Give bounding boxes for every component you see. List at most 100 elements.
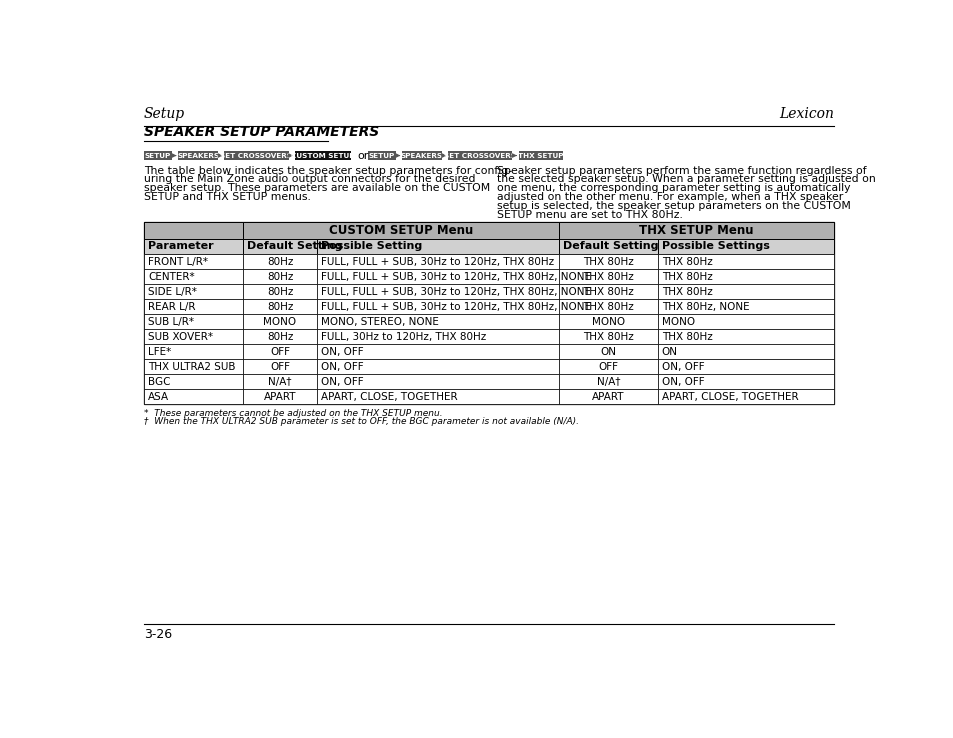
Text: THX 80Hz: THX 80Hz: [582, 331, 634, 342]
Bar: [316, 374, 558, 389]
Text: CUSTOM SETUP: CUSTOM SETUP: [291, 153, 355, 159]
Bar: [243, 254, 316, 269]
Text: THX 80Hz: THX 80Hz: [661, 257, 712, 266]
Text: Possible Setting: Possible Setting: [320, 241, 421, 252]
Text: OFF: OFF: [270, 362, 290, 372]
Text: THX 80Hz: THX 80Hz: [661, 272, 712, 282]
Text: SPEAKER SETUP PARAMETERS: SPEAKER SETUP PARAMETERS: [144, 125, 379, 139]
Bar: [558, 389, 658, 404]
Bar: [224, 151, 288, 160]
Text: THX ULTRA2 SUB: THX ULTRA2 SUB: [148, 362, 235, 372]
Text: CUSTOM SETUP Menu: CUSTOM SETUP Menu: [329, 224, 473, 237]
Bar: [558, 359, 658, 374]
Text: N/A†: N/A†: [597, 376, 619, 387]
Bar: [448, 151, 512, 160]
Bar: [558, 329, 658, 344]
Text: THX SETUP: THX SETUP: [517, 153, 562, 159]
Bar: [144, 254, 243, 269]
Bar: [658, 359, 833, 374]
Text: 80Hz: 80Hz: [267, 257, 293, 266]
Text: one menu, the corresponding parameter setting is automatically: one menu, the corresponding parameter se…: [497, 183, 850, 193]
Bar: [658, 269, 833, 284]
Text: FRONT L/R*: FRONT L/R*: [148, 257, 208, 266]
Text: THX 80Hz: THX 80Hz: [661, 286, 712, 297]
Text: FULL, FULL + SUB, 30Hz to 120Hz, THX 80Hz, NONE: FULL, FULL + SUB, 30Hz to 120Hz, THX 80H…: [320, 286, 590, 297]
Bar: [368, 151, 395, 160]
Bar: [144, 222, 833, 404]
Bar: [243, 389, 316, 404]
Bar: [658, 299, 833, 314]
Text: the selected speaker setup. When a parameter setting is adjusted on: the selected speaker setup. When a param…: [497, 174, 875, 184]
Bar: [658, 238, 833, 254]
Bar: [558, 299, 658, 314]
Text: or: or: [356, 151, 368, 161]
Text: The table below indicates the speaker setup parameters for config-: The table below indicates the speaker se…: [144, 165, 512, 176]
Text: †  When the THX ULTRA2 SUB parameter is set to OFF, the BGC parameter is not ava: † When the THX ULTRA2 SUB parameter is s…: [144, 418, 578, 427]
Bar: [294, 151, 351, 160]
Bar: [243, 374, 316, 389]
Text: uring the Main Zone audio output connectors for the desired: uring the Main Zone audio output connect…: [144, 174, 475, 184]
Text: 80Hz: 80Hz: [267, 286, 293, 297]
Text: SET CROSSOVERS: SET CROSSOVERS: [444, 153, 516, 159]
Bar: [401, 151, 441, 160]
Text: LFE*: LFE*: [148, 347, 171, 356]
Text: ON, OFF: ON, OFF: [320, 347, 363, 356]
Text: FULL, FULL + SUB, 30Hz to 120Hz, THX 80Hz: FULL, FULL + SUB, 30Hz to 120Hz, THX 80H…: [320, 257, 554, 266]
Bar: [316, 284, 558, 299]
Text: speaker setup. These parameters are available on the CUSTOM: speaker setup. These parameters are avai…: [144, 183, 490, 193]
Text: MONO: MONO: [661, 317, 694, 327]
Text: THX 80Hz: THX 80Hz: [582, 286, 634, 297]
Text: ON, OFF: ON, OFF: [661, 376, 703, 387]
Bar: [144, 238, 243, 254]
Text: MONO, STEREO, NONE: MONO, STEREO, NONE: [320, 317, 438, 327]
Bar: [316, 254, 558, 269]
Bar: [558, 374, 658, 389]
Text: Parameter: Parameter: [148, 241, 213, 252]
Bar: [558, 254, 658, 269]
Bar: [243, 284, 316, 299]
Text: THX 80Hz: THX 80Hz: [582, 257, 634, 266]
Text: setup is selected, the speaker setup parameters on the CUSTOM: setup is selected, the speaker setup par…: [497, 201, 850, 211]
Bar: [144, 222, 243, 238]
Bar: [558, 284, 658, 299]
Bar: [144, 314, 243, 329]
Text: ASA: ASA: [148, 392, 169, 401]
Bar: [243, 359, 316, 374]
Bar: [144, 151, 172, 160]
Bar: [243, 238, 316, 254]
Text: REAR L/R: REAR L/R: [148, 302, 195, 311]
Text: MONO: MONO: [592, 317, 624, 327]
Text: ON: ON: [600, 347, 616, 356]
Text: N/A†: N/A†: [268, 376, 292, 387]
Bar: [558, 238, 658, 254]
Text: MONO: MONO: [263, 317, 296, 327]
Bar: [558, 344, 658, 359]
Bar: [243, 222, 558, 238]
Text: THX 80Hz: THX 80Hz: [582, 302, 634, 311]
Bar: [144, 389, 243, 404]
Bar: [658, 254, 833, 269]
Bar: [558, 269, 658, 284]
Text: THX 80Hz, NONE: THX 80Hz, NONE: [661, 302, 749, 311]
Text: CENTER*: CENTER*: [148, 272, 194, 282]
Text: Possible Settings: Possible Settings: [661, 241, 769, 252]
Bar: [658, 284, 833, 299]
Text: APART, CLOSE, TOGETHER: APART, CLOSE, TOGETHER: [661, 392, 798, 401]
Text: SPEAKERS: SPEAKERS: [400, 153, 442, 159]
Bar: [558, 222, 833, 238]
Text: SETUP: SETUP: [368, 153, 395, 159]
Bar: [316, 389, 558, 404]
Text: BGC: BGC: [148, 376, 171, 387]
Text: Default Setting: Default Setting: [562, 241, 659, 252]
Text: SUB XOVER*: SUB XOVER*: [148, 331, 213, 342]
Text: FULL, FULL + SUB, 30Hz to 120Hz, THX 80Hz, NONE: FULL, FULL + SUB, 30Hz to 120Hz, THX 80H…: [320, 272, 590, 282]
Bar: [658, 374, 833, 389]
Text: ON, OFF: ON, OFF: [661, 362, 703, 372]
Bar: [178, 151, 218, 160]
Bar: [658, 314, 833, 329]
Text: Default Setting: Default Setting: [247, 241, 342, 252]
Bar: [316, 269, 558, 284]
Text: SETUP and THX SETUP menus.: SETUP and THX SETUP menus.: [144, 192, 311, 202]
Text: THX 80Hz: THX 80Hz: [661, 331, 712, 342]
Bar: [316, 359, 558, 374]
